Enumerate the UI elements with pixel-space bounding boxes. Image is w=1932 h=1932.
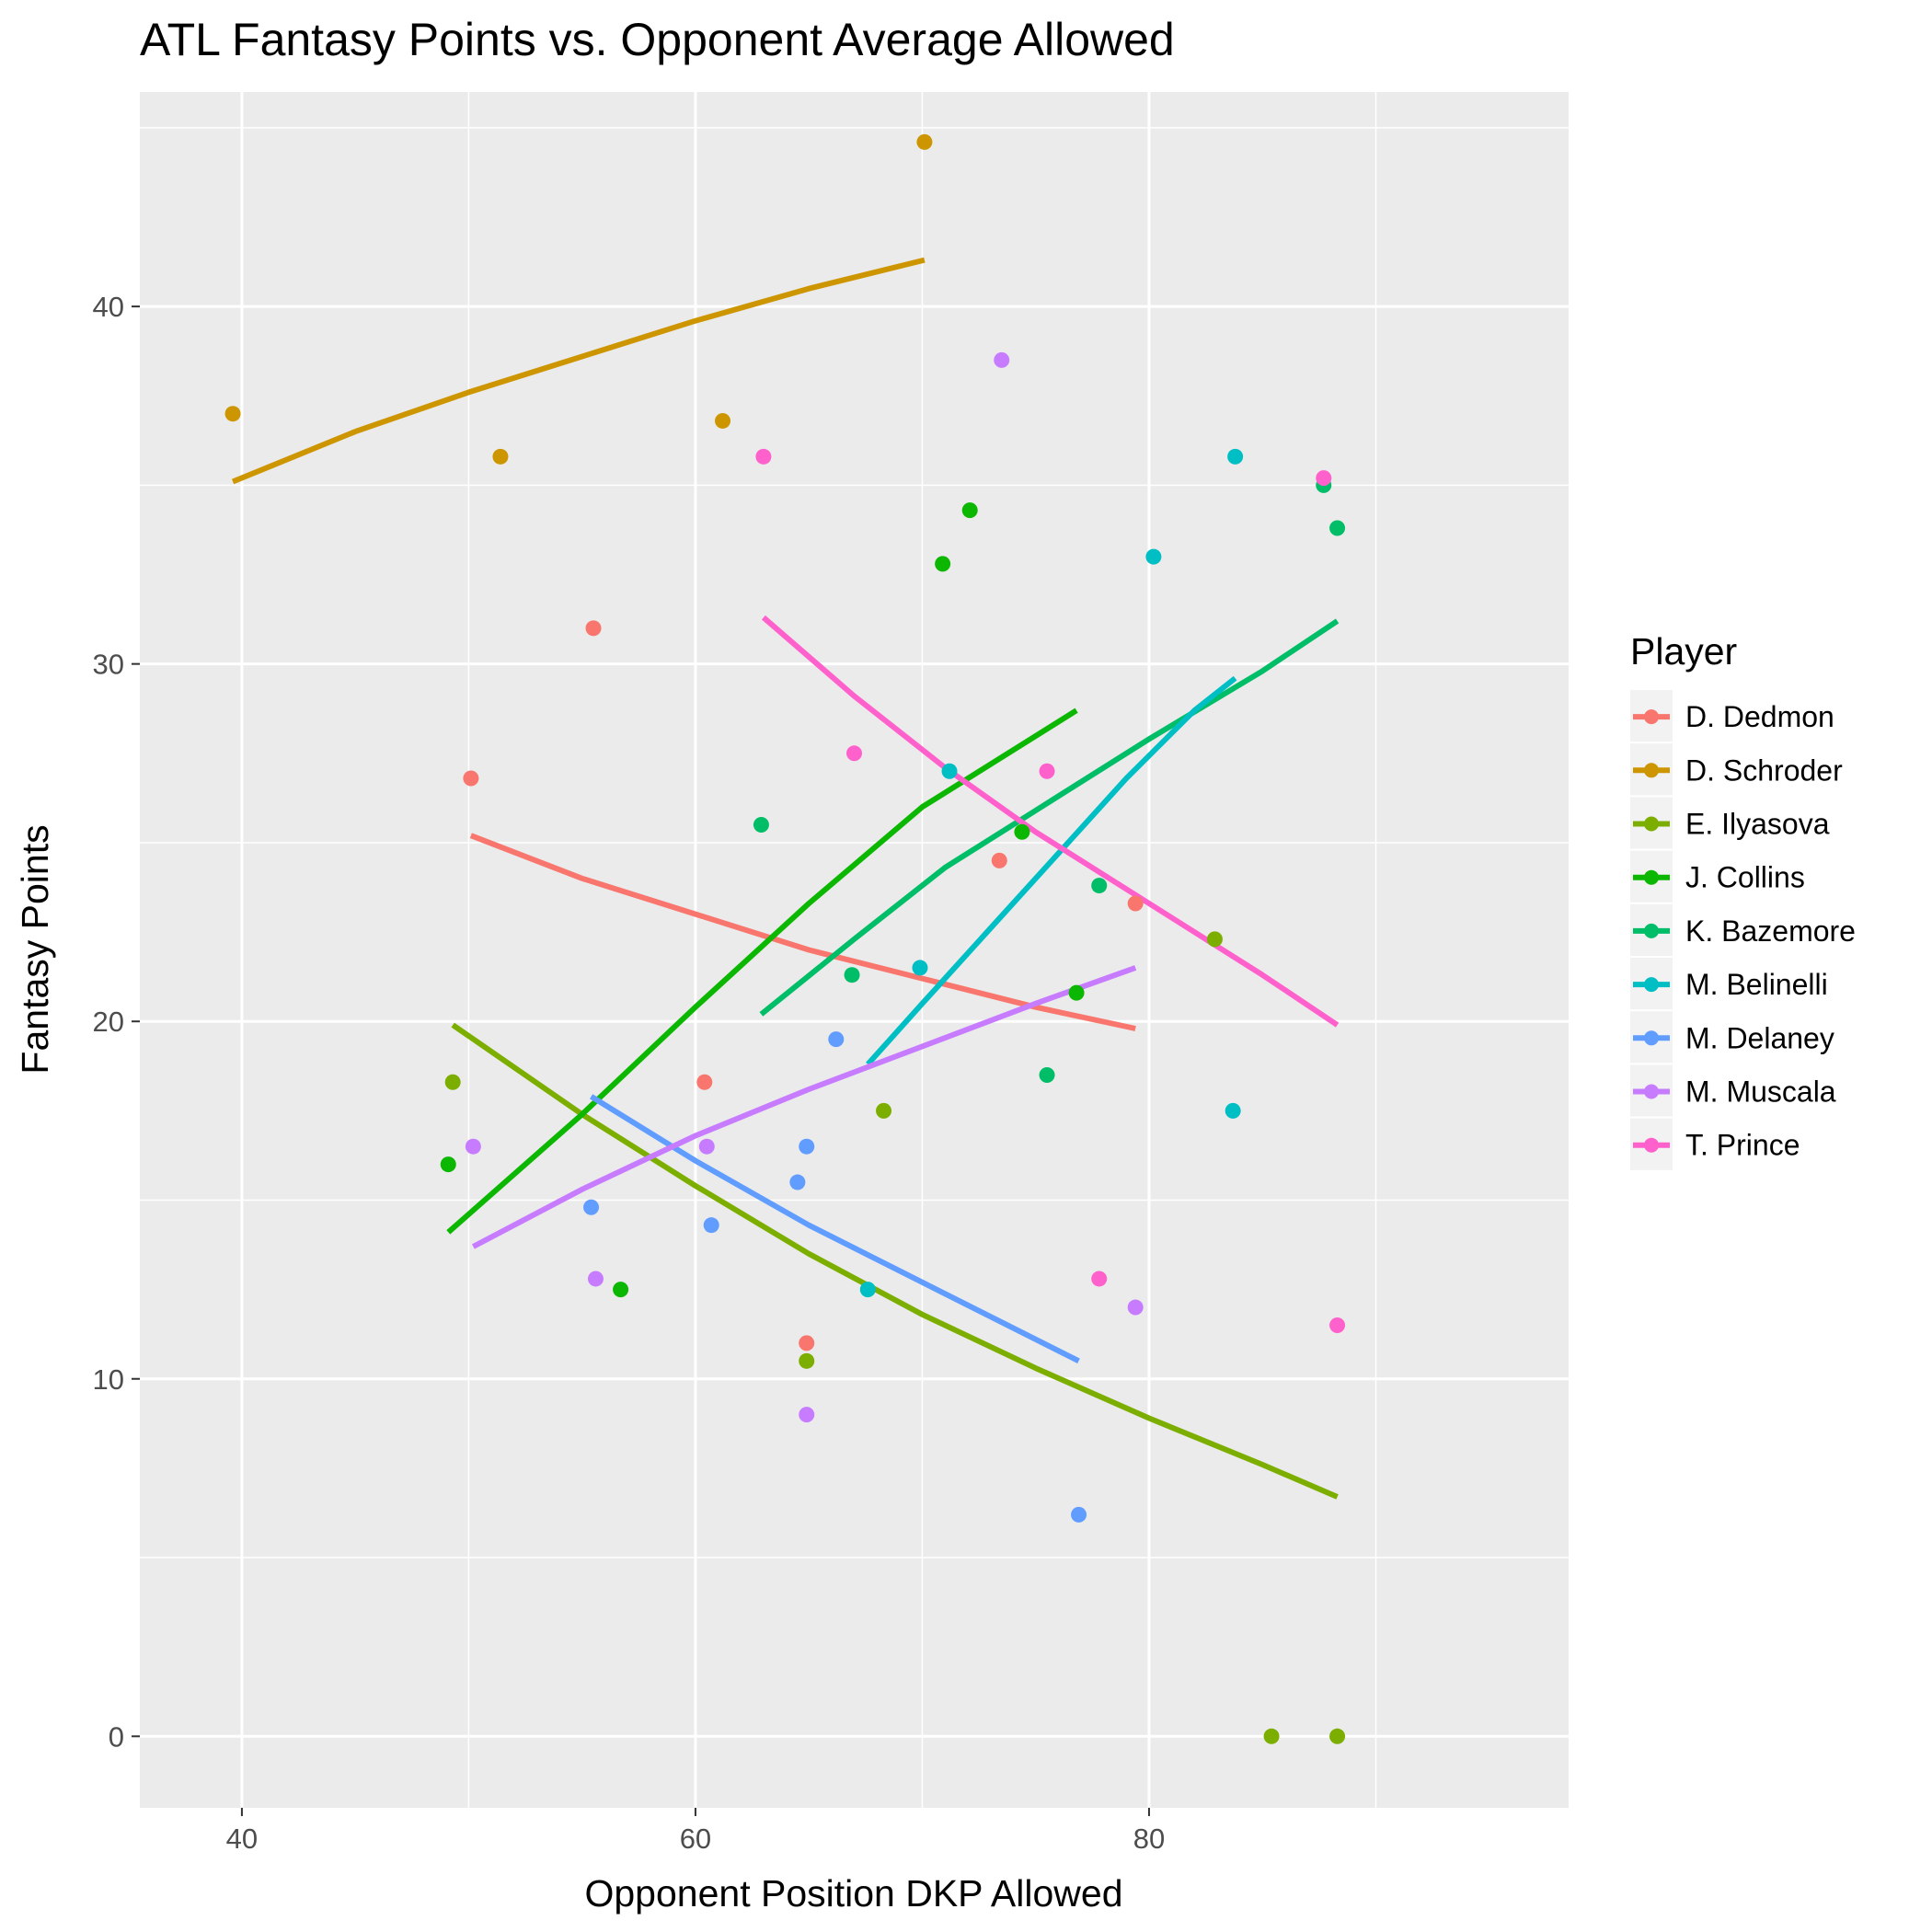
data-point <box>1227 448 1244 465</box>
legend-key-point <box>1644 763 1659 778</box>
data-point <box>698 1138 715 1155</box>
data-point <box>799 1335 815 1351</box>
x-tick-label: 40 <box>226 1823 258 1855</box>
x-tick-label: 60 <box>680 1823 711 1855</box>
legend-entry-label: D. Dedmon <box>1685 700 1834 733</box>
x-axis-ticks: 40 60 80 <box>226 1808 1165 1855</box>
data-point <box>696 1074 713 1090</box>
data-point <box>1329 1317 1346 1333</box>
data-point <box>1329 1728 1346 1744</box>
data-point <box>1329 520 1346 536</box>
data-point <box>846 745 862 762</box>
data-point <box>844 967 860 983</box>
data-point <box>463 770 479 787</box>
data-point <box>583 1199 600 1215</box>
data-point <box>1091 1271 1108 1287</box>
y-tick-label: 0 <box>109 1720 124 1753</box>
trend-line <box>451 1022 1339 1500</box>
plot-panel <box>140 92 1569 1808</box>
legend-key-point <box>1644 869 1659 885</box>
data-point <box>876 1102 892 1119</box>
trend-line <box>469 833 1136 1031</box>
y-axis-ticks: 0 10 20 30 40 <box>93 291 140 1753</box>
data-point <box>799 1407 815 1423</box>
data-point <box>1014 823 1030 840</box>
y-tick-label: 40 <box>93 291 124 323</box>
trend-line <box>472 965 1137 1249</box>
data-point <box>587 1271 604 1287</box>
legend-key-point <box>1644 923 1659 938</box>
legend-entry-label: T. Prince <box>1685 1129 1800 1162</box>
legend-key-point <box>1644 709 1659 725</box>
data-point <box>585 620 602 637</box>
data-point <box>715 412 731 429</box>
data-point <box>1316 470 1332 487</box>
data-point <box>859 1282 876 1298</box>
data-point <box>703 1217 719 1234</box>
y-tick-label: 30 <box>93 649 124 681</box>
data-point <box>1127 895 1144 912</box>
legend-key-point <box>1644 816 1659 832</box>
chart-title: ATL Fantasy Points vs. Opponent Average … <box>140 14 1175 65</box>
trend-line <box>446 707 1078 1235</box>
data-point <box>492 448 509 465</box>
trend-line <box>761 615 1340 1028</box>
y-axis-label: Fantasy Points <box>14 824 56 1074</box>
data-point <box>1225 1102 1241 1119</box>
trend-lines <box>231 257 1340 1500</box>
data-point <box>1091 878 1108 894</box>
data-point <box>1039 763 1055 779</box>
data-point <box>444 1074 461 1090</box>
data-point <box>912 960 928 976</box>
trend-line <box>590 1094 1080 1363</box>
trend-line <box>866 675 1237 1066</box>
data-point <box>799 1352 815 1369</box>
data-point <box>440 1156 456 1173</box>
legend-entry-label: D. Schroder <box>1685 753 1843 787</box>
data-point <box>1039 1066 1055 1083</box>
data-point <box>613 1282 629 1298</box>
x-tick-label: 80 <box>1133 1823 1165 1855</box>
legend-entry-label: M. Delaney <box>1685 1021 1834 1054</box>
legend-key-point <box>1644 1084 1659 1099</box>
data-point <box>961 502 978 519</box>
legend-entry-label: E. Ilyasova <box>1685 808 1830 841</box>
y-tick-label: 20 <box>93 1006 124 1038</box>
legend-entry-label: K. Bazemore <box>1685 914 1856 948</box>
legend-title: Player <box>1630 630 1737 673</box>
data-point <box>755 448 772 465</box>
data-point <box>941 763 958 779</box>
data-point <box>828 1031 845 1048</box>
legend: Player D. Dedmon D. Schroder E. Ilyasova J.… <box>1630 630 1856 1170</box>
data-points <box>224 133 1346 1744</box>
legend-key-point <box>1644 1137 1659 1153</box>
y-tick-label: 10 <box>93 1363 124 1396</box>
legend-key-point <box>1644 977 1659 993</box>
data-point <box>994 351 1010 368</box>
x-axis-label: Opponent Position DKP Allowed <box>584 1872 1122 1915</box>
data-point <box>991 852 1007 868</box>
data-point <box>789 1174 806 1190</box>
legend-entry-label: M. Muscala <box>1685 1075 1836 1109</box>
legend-key-point <box>1644 1030 1659 1046</box>
data-point <box>1127 1299 1144 1316</box>
data-point <box>1068 984 1085 1001</box>
data-point <box>916 133 933 150</box>
data-point <box>935 556 951 572</box>
data-point <box>224 406 241 422</box>
data-point <box>799 1138 815 1155</box>
data-point <box>1263 1728 1280 1744</box>
data-point <box>1071 1506 1087 1523</box>
data-point <box>1206 931 1223 948</box>
trend-line <box>231 257 926 485</box>
trend-line <box>759 618 1340 1017</box>
legend-entry-label: M. Belinelli <box>1685 968 1828 1001</box>
data-point <box>465 1138 481 1155</box>
data-point <box>753 817 769 834</box>
data-point <box>1145 548 1162 565</box>
legend-entry-label: J. Collins <box>1685 861 1805 894</box>
